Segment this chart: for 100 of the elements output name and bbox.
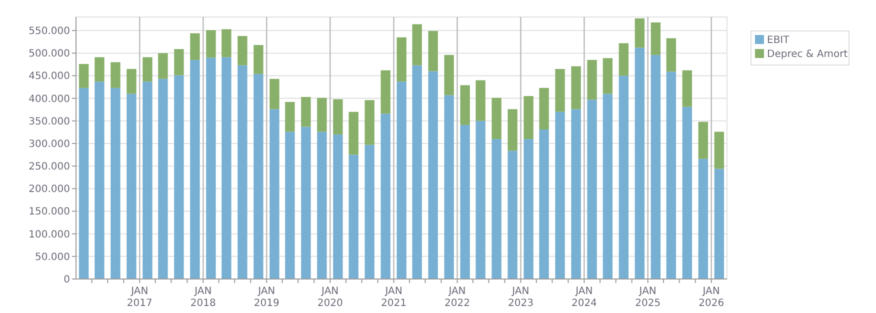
bar (571, 109, 581, 279)
bar (587, 100, 597, 279)
bar (555, 68, 565, 112)
bar (650, 22, 661, 55)
x-tick-label: JAN 2023 (508, 286, 534, 309)
bar (476, 80, 486, 121)
bar (444, 95, 454, 279)
bar (301, 96, 311, 127)
bar (714, 132, 724, 169)
bar (317, 98, 327, 132)
bar (174, 49, 184, 76)
bar (333, 134, 343, 279)
bar (492, 138, 502, 279)
bar (238, 65, 248, 279)
x-tick-label: JAN 2019 (254, 286, 280, 309)
bar (317, 132, 327, 279)
y-tick-label: 550.000 (28, 26, 70, 38)
bar (428, 71, 438, 279)
bar (650, 54, 661, 279)
y-tick-label: 50.000 (35, 252, 70, 263)
bar (94, 57, 104, 82)
bar (444, 54, 454, 96)
bar (126, 94, 136, 279)
x-tick-label: JAN 2022 (444, 286, 470, 309)
bar (190, 33, 200, 60)
bar (602, 58, 613, 94)
bar (666, 72, 676, 279)
bar (666, 38, 676, 72)
bar (396, 37, 406, 82)
y-tick-label: 100.000 (28, 229, 70, 240)
bar (460, 124, 470, 279)
bar (412, 24, 422, 66)
x-tick-label: JAN 2026 (698, 286, 724, 309)
bar (587, 60, 597, 100)
bar (714, 168, 724, 279)
bar (396, 82, 406, 279)
bar (158, 53, 168, 79)
x-tick-label: JAN 2020 (317, 286, 343, 309)
bar (254, 45, 264, 74)
bar (508, 150, 518, 279)
y-tick-label: 350.000 (28, 116, 70, 128)
bar (110, 62, 120, 88)
bar (285, 102, 295, 132)
bar (698, 122, 708, 159)
bar (634, 18, 645, 48)
bar (524, 96, 534, 139)
y-tick-label: 450.000 (28, 71, 70, 82)
bar (142, 82, 152, 279)
bar (460, 85, 470, 125)
legend-label: EBIT (767, 35, 790, 46)
bar (618, 43, 629, 76)
bar (301, 126, 311, 279)
bar (333, 99, 343, 134)
y-tick-label: 250.000 (28, 162, 70, 173)
x-tick-label: JAN 2025 (635, 286, 661, 309)
bar (348, 112, 358, 155)
bar (222, 29, 232, 58)
bar (380, 70, 390, 114)
legend-label: Deprec & Amort (767, 49, 848, 60)
bar (364, 144, 374, 279)
bar (539, 129, 549, 279)
bar (412, 65, 422, 279)
bar (270, 78, 280, 110)
bar (698, 158, 708, 279)
y-tick-label: 400.000 (28, 94, 70, 105)
bar (142, 57, 152, 82)
x-tick-label: JAN 2021 (381, 286, 406, 309)
bar (508, 109, 518, 151)
bar (110, 88, 120, 279)
bar (158, 78, 168, 279)
x-tick-label: JAN 2017 (126, 286, 152, 309)
bar (524, 138, 534, 279)
bar (555, 112, 565, 279)
bar (254, 74, 264, 279)
y-tick-label: 0 (64, 274, 70, 286)
bar (222, 57, 232, 279)
bar (94, 82, 104, 279)
bar (78, 88, 89, 279)
bar (476, 120, 486, 279)
bar (174, 75, 184, 279)
bar (571, 66, 581, 110)
bar (285, 132, 295, 279)
bar (206, 30, 216, 58)
y-tick-label: 150.000 (28, 206, 70, 218)
x-tick-label: JAN 2024 (571, 286, 597, 309)
y-tick-label: 500.000 (28, 48, 70, 60)
bar (634, 48, 645, 279)
bar (348, 154, 358, 279)
bar (618, 76, 629, 279)
bar (492, 98, 502, 139)
bar (364, 100, 374, 145)
bar (78, 64, 89, 88)
bar (238, 36, 248, 66)
bar (206, 58, 216, 279)
bar (126, 68, 136, 94)
bar (428, 31, 438, 72)
x-tick-label: JAN 2018 (190, 286, 216, 309)
y-tick-label: 200.000 (28, 184, 70, 196)
bar (682, 70, 692, 107)
bar (270, 109, 280, 279)
